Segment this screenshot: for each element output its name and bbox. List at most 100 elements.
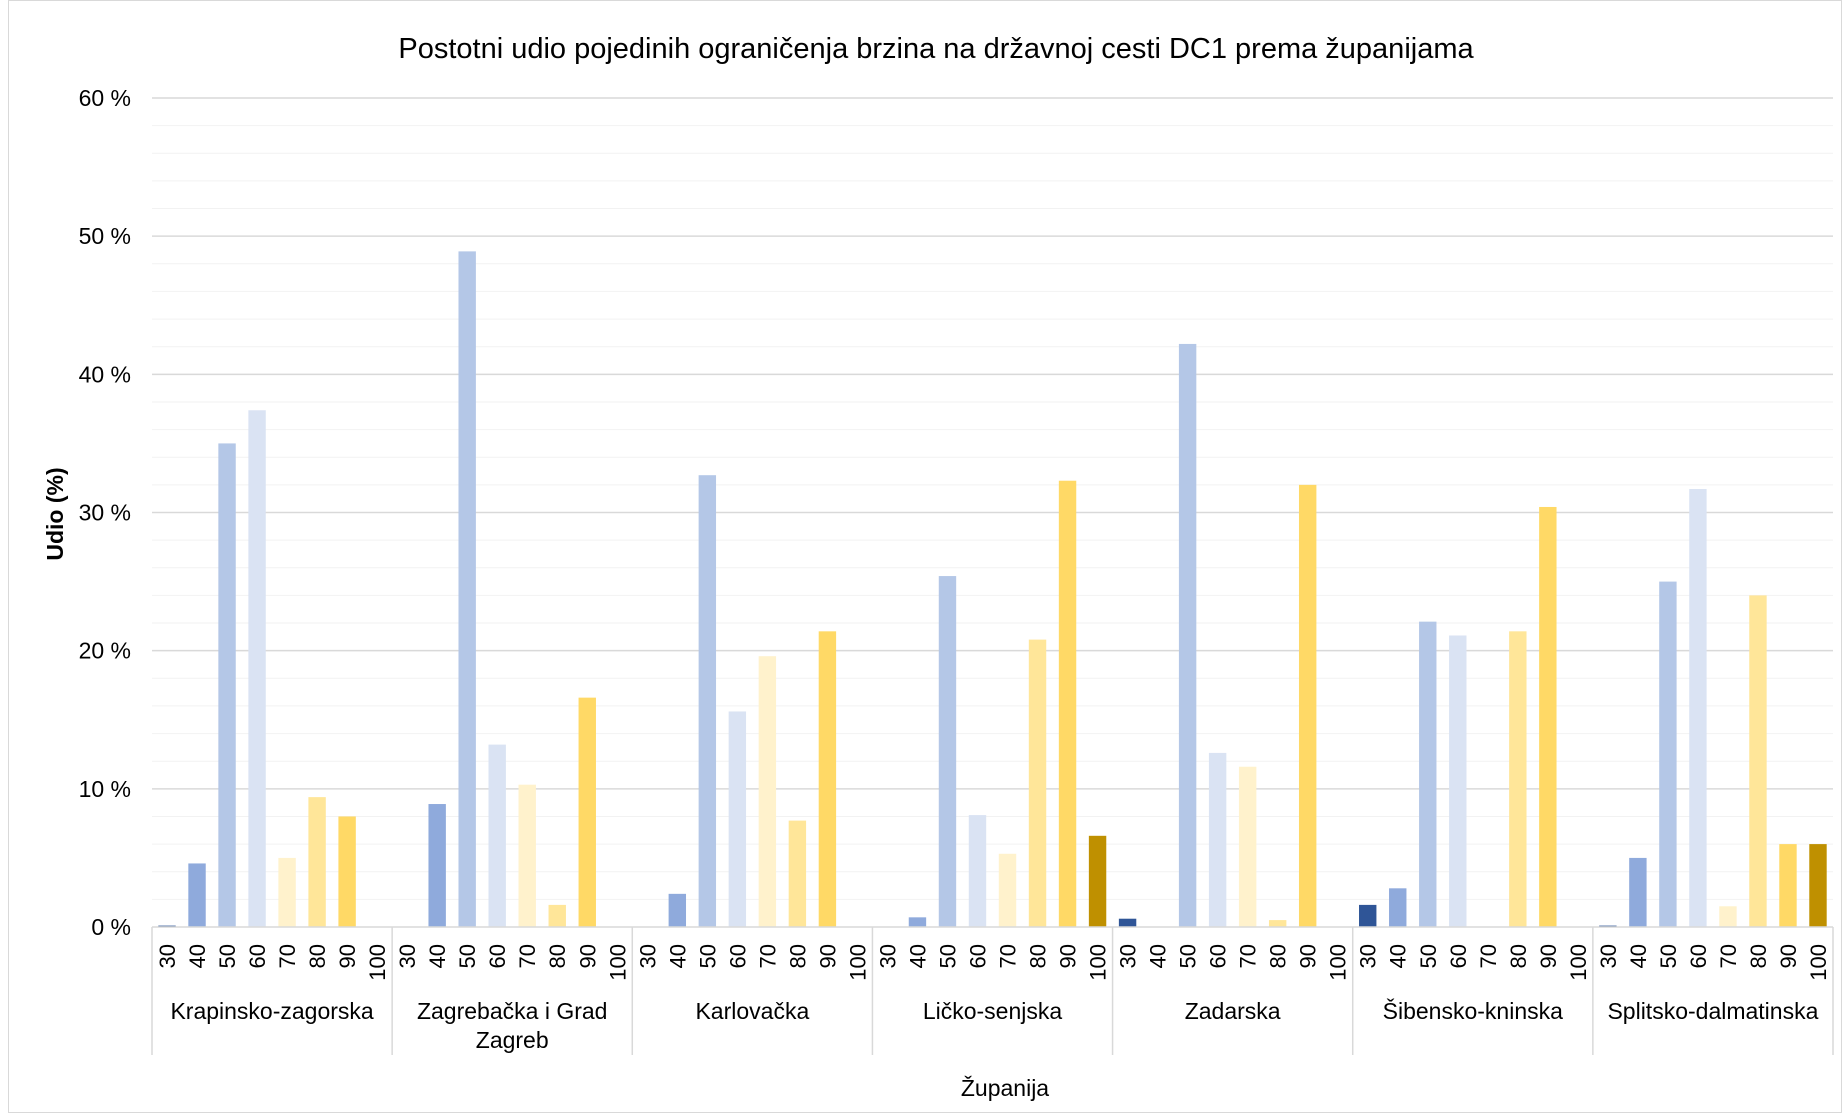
x-tick-label: 100 xyxy=(1326,944,1351,981)
x-tick-label: 40 xyxy=(185,944,210,968)
bar xyxy=(668,893,687,927)
bar xyxy=(998,853,1017,927)
group-label: Zagreb xyxy=(476,1027,549,1053)
y-tick-label: 30 % xyxy=(79,500,131,526)
bar xyxy=(818,631,837,927)
bar xyxy=(1449,635,1467,927)
bar xyxy=(1629,857,1647,927)
x-tick-label: 80 xyxy=(1026,944,1051,968)
bar xyxy=(188,863,206,927)
bar xyxy=(698,475,717,927)
x-tick-label: 80 xyxy=(1266,944,1291,968)
bar xyxy=(1178,343,1197,928)
x-tick-label: 40 xyxy=(905,944,930,968)
x-tick-label: 100 xyxy=(1806,944,1831,981)
x-tick-label: 30 xyxy=(395,944,420,968)
bar xyxy=(968,815,987,927)
bar xyxy=(728,711,747,927)
bar xyxy=(908,917,927,927)
group-label: Krapinsko-zagorska xyxy=(170,998,373,1024)
group-label: Splitsko-dalmatinska xyxy=(1607,998,1818,1024)
x-tick-label: 60 xyxy=(485,944,510,968)
bar xyxy=(218,443,236,927)
bar xyxy=(278,857,296,927)
x-axis-title: Županija xyxy=(961,1075,1049,1101)
x-tick-label: 60 xyxy=(1206,944,1231,968)
x-tick-label: 30 xyxy=(1596,944,1621,968)
group-label: Zadarska xyxy=(1185,998,1281,1024)
bar xyxy=(1419,621,1437,927)
bar xyxy=(548,904,566,927)
x-tick-label: 60 xyxy=(245,944,270,968)
bar xyxy=(1809,844,1827,927)
bar xyxy=(1509,631,1527,927)
bar xyxy=(1719,906,1737,927)
bar xyxy=(428,804,446,927)
x-tick-label: 80 xyxy=(1746,944,1771,968)
x-axis xyxy=(151,926,1834,1055)
x-tick-label: 60 xyxy=(725,944,750,968)
x-tick-label: 60 xyxy=(1686,944,1711,968)
bar xyxy=(248,410,266,927)
x-tick-label: 90 xyxy=(1296,944,1321,968)
x-tick-label: 80 xyxy=(1506,944,1531,968)
chart-title: Postotni udio pojedinih ograničenja brzi… xyxy=(398,33,1474,65)
bar xyxy=(788,820,807,927)
y-tick-label: 60 % xyxy=(79,85,131,111)
x-tick-label: 100 xyxy=(365,944,390,981)
bar xyxy=(338,816,356,927)
y-tick-label: 40 % xyxy=(79,361,131,387)
x-tick-label: 70 xyxy=(1236,944,1261,968)
bar xyxy=(1359,904,1377,927)
x-tick-label: 70 xyxy=(755,944,780,968)
x-tick-label: 90 xyxy=(1536,944,1561,968)
x-tick-label: 100 xyxy=(845,944,870,981)
x-tick-label: 30 xyxy=(1116,944,1141,968)
group-label: Ličko-senjska xyxy=(923,998,1063,1024)
y-tick-label: 10 % xyxy=(79,776,131,802)
x-tick-label: 80 xyxy=(305,944,330,968)
bar xyxy=(1268,920,1287,927)
bar xyxy=(458,251,476,928)
y-tick-label: 0 % xyxy=(91,914,131,940)
x-tick-label: 60 xyxy=(965,944,990,968)
x-tick-label: 50 xyxy=(695,944,720,968)
x-tick-label: 80 xyxy=(785,944,810,968)
x-tick-label: 90 xyxy=(815,944,840,968)
bar xyxy=(308,797,326,927)
bar xyxy=(1028,639,1047,927)
x-tick-label: 30 xyxy=(635,944,660,968)
bar xyxy=(1389,888,1407,927)
x-axis-tick-labels: 30 40 50 60 70 80 90 100 30 40 50 60 70 80 90 100 30 40 50… xyxy=(155,944,1831,981)
bar xyxy=(1208,752,1227,927)
x-tick-label: 50 xyxy=(1656,944,1681,968)
x-tick-label: 90 xyxy=(1776,944,1801,968)
x-tick-label: 40 xyxy=(1626,944,1651,968)
bar xyxy=(1779,844,1797,927)
bar xyxy=(1689,489,1707,927)
x-tick-label: 30 xyxy=(155,944,180,968)
group-label: Zagrebačka i Grad xyxy=(417,998,607,1024)
bar xyxy=(1058,480,1077,927)
x-tick-label: 70 xyxy=(1716,944,1741,968)
x-tick-label: 50 xyxy=(935,944,960,968)
x-tick-label: 100 xyxy=(1566,944,1591,981)
bar xyxy=(488,744,506,927)
bar xyxy=(1749,595,1767,927)
x-tick-label: 70 xyxy=(1476,944,1501,968)
x-tick-label: 40 xyxy=(665,944,690,968)
x-tick-label: 80 xyxy=(545,944,570,968)
x-tick-label: 100 xyxy=(605,944,630,981)
bar xyxy=(1238,766,1257,927)
bar xyxy=(1088,835,1107,927)
x-tick-label: 40 xyxy=(1386,944,1411,968)
x-tick-label: 30 xyxy=(875,944,900,968)
group-label: Karlovačka xyxy=(695,998,809,1024)
bar xyxy=(758,656,777,927)
bar xyxy=(578,697,596,927)
x-tick-label: 100 xyxy=(1086,944,1111,981)
x-tick-label: 90 xyxy=(335,944,360,968)
bar xyxy=(1539,506,1557,927)
